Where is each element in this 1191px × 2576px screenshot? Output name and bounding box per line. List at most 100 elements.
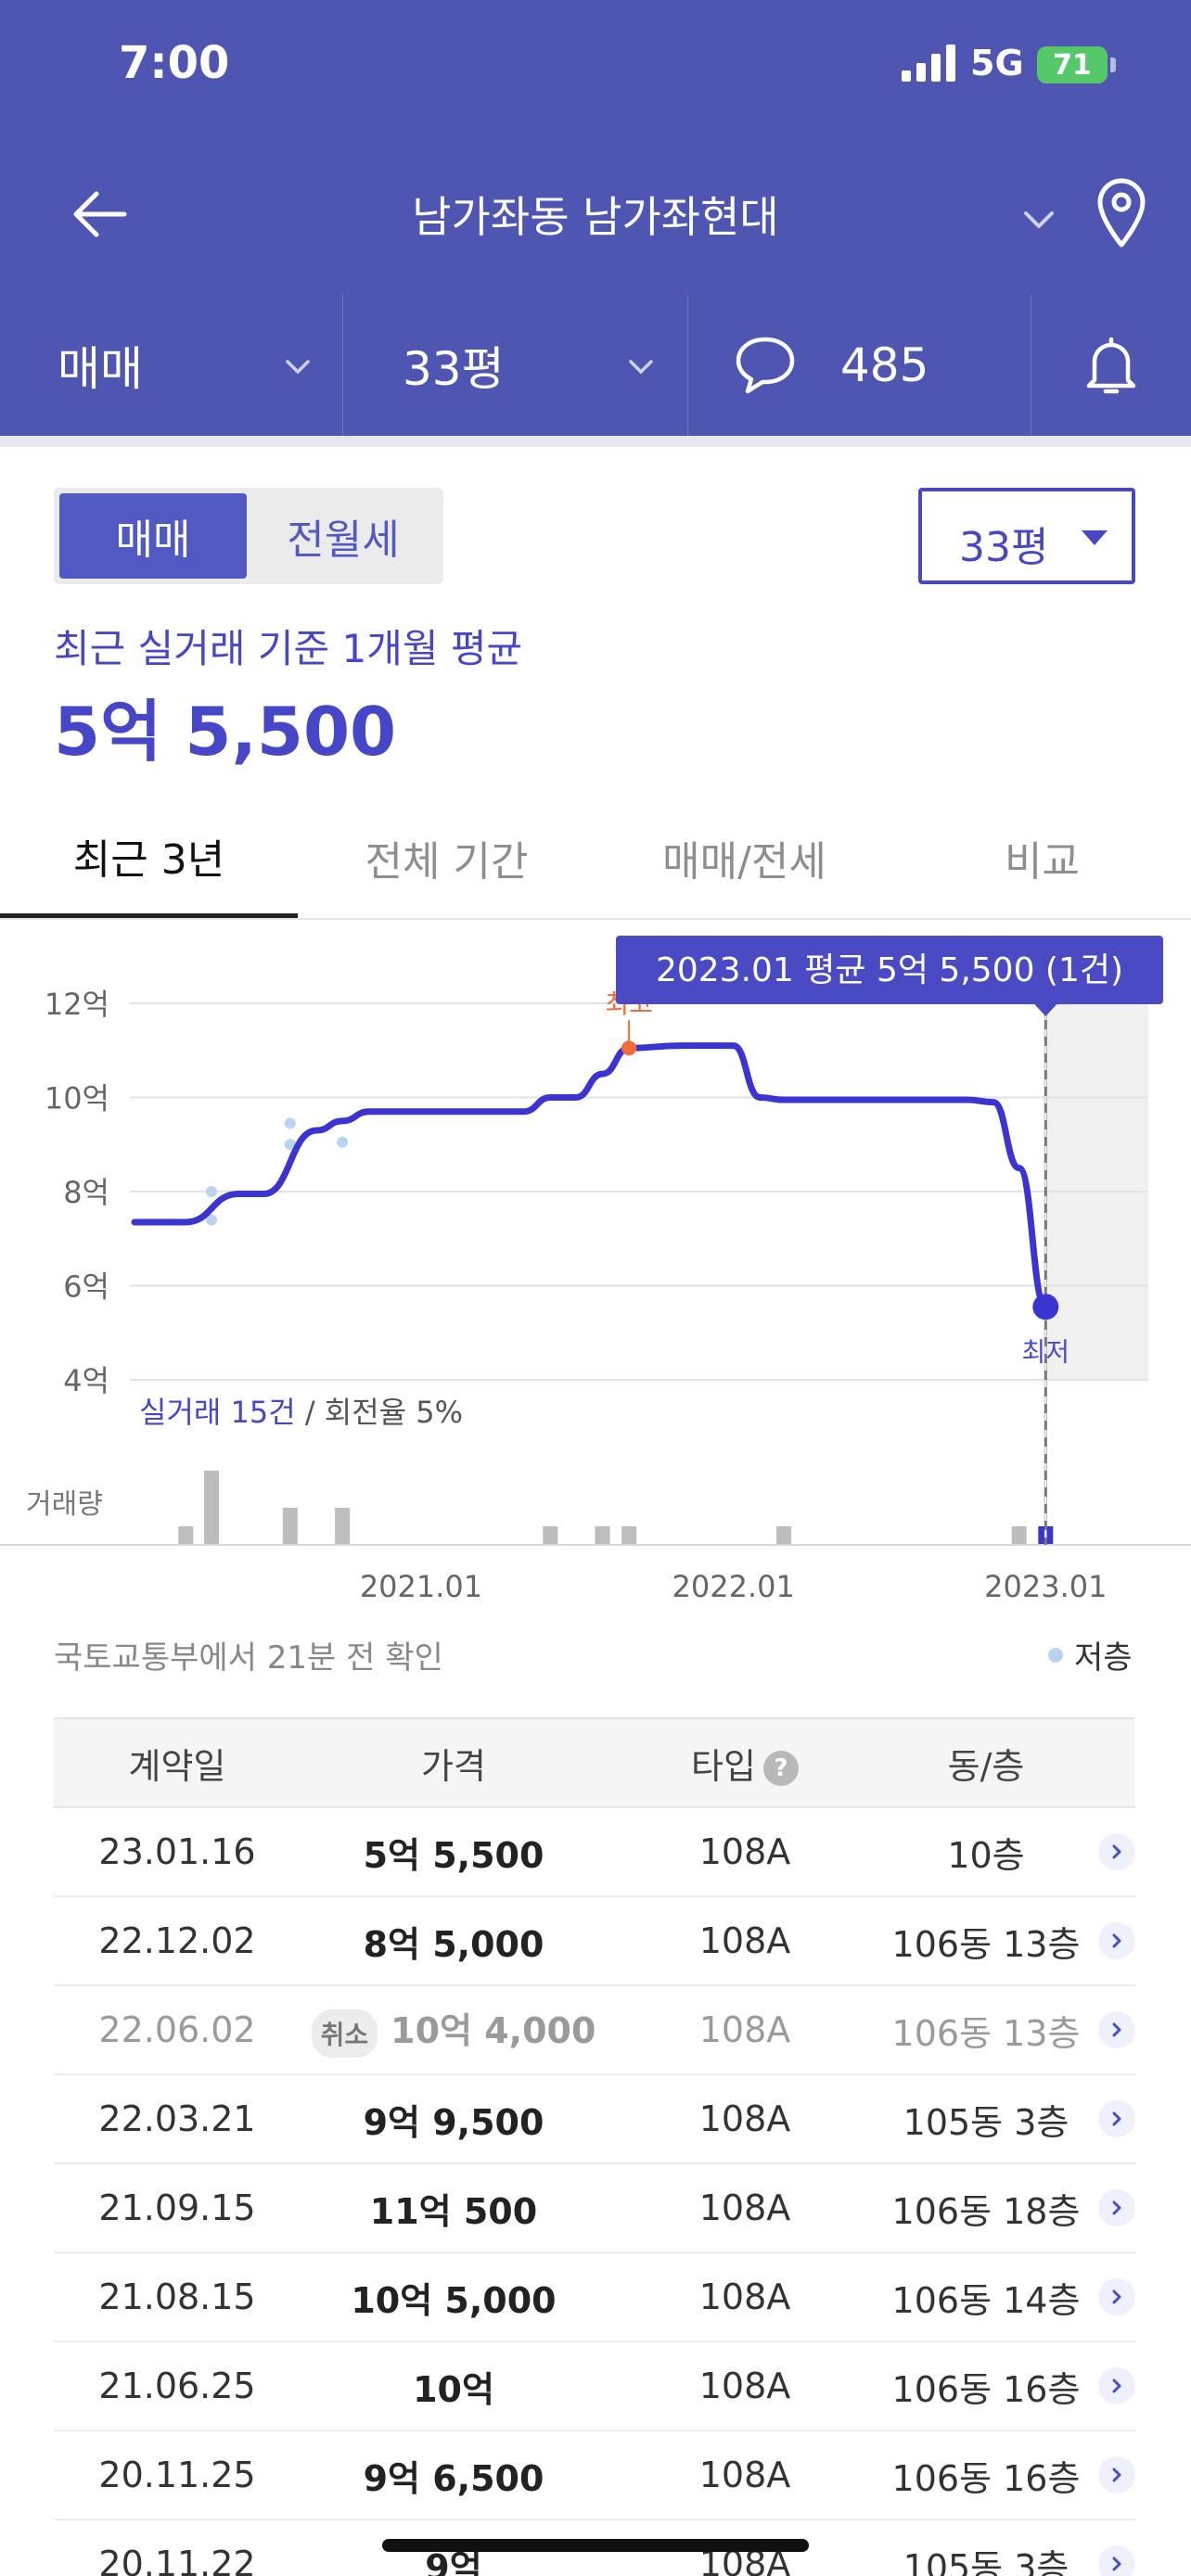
cell-type: 108A	[698, 2098, 791, 2139]
table-row[interactable]: 20.11.22 9억 108A 105동 3층	[54, 2520, 1135, 2576]
cell-type: 108A	[698, 1831, 791, 1872]
volume-bar	[543, 1526, 558, 1545]
max-point	[621, 1040, 637, 1056]
legend-dot	[1048, 1647, 1063, 1663]
price-chart[interactable]: 12억10억8억6억4억최고최저2023.01 평균 5억 5,500 (1건)…	[0, 924, 1191, 1628]
tab-sale-jeonse[interactable]: 매매/전세	[662, 838, 826, 886]
cancel-badge: 취소	[311, 2009, 378, 2058]
transaction-table: 계약일 가격 타입? 동/층 23.01.16 5억 5,500 108A 10층 22…	[54, 1717, 1135, 2576]
chevron-right-icon[interactable]	[1098, 2278, 1135, 2315]
table-row[interactable]: 23.01.16 5억 5,500 108A 10층	[54, 1808, 1135, 1897]
deal-stats: 실거래 15건 / 회전율 5%	[139, 1395, 463, 1430]
signal-icon	[902, 45, 955, 82]
cell-type: 108A	[698, 2009, 791, 2050]
cell-type: 108A	[698, 2366, 791, 2406]
cell-date: 21.06.25	[98, 2366, 256, 2406]
help-icon[interactable]: ?	[762, 1751, 799, 1786]
volume-bar	[178, 1526, 194, 1545]
filter-bar: 매매 33평 485	[0, 295, 1191, 436]
low-floor-point	[284, 1117, 296, 1129]
deal-count: 실거래 15건	[139, 1395, 296, 1430]
header-date: 계약일	[128, 1745, 226, 1787]
cell-date: 22.06.02	[98, 2009, 256, 2050]
cell-type: 108A	[698, 1920, 791, 1961]
header-type: 타입?	[607, 1738, 883, 1789]
chevron-right-icon[interactable]	[1098, 1833, 1135, 1870]
toggle-sale[interactable]: 매매	[59, 493, 247, 579]
status-bar: 7:00 5G 71	[0, 0, 1191, 139]
cell-dong: 105동 3층	[903, 2101, 1069, 2143]
tab-recent-3y[interactable]: 최근 3년	[0, 797, 298, 918]
location-pin-icon[interactable]	[1093, 176, 1150, 249]
turnover-rate: / 회전율 5%	[296, 1395, 463, 1430]
tooltip-box	[616, 936, 1163, 1004]
cell-dong: 105동 3층	[903, 2546, 1069, 2576]
toggle-rent[interactable]: 전월세	[287, 516, 400, 564]
back-arrow-icon[interactable]	[65, 181, 132, 248]
size-select-value: 33평	[959, 524, 1049, 571]
title-bar: 남가좌동 남가좌현대	[0, 139, 1191, 295]
tab-compare[interactable]: 비교	[1005, 838, 1080, 886]
table-row[interactable]: 22.12.02 8억 5,000 108A 106동 13층	[54, 1897, 1135, 1986]
tooltip-text: 2023.01 평균 5억 5,500 (1건)	[656, 951, 1123, 989]
table-row[interactable]: 22.03.21 9억 9,500 108A 105동 3층	[54, 2075, 1135, 2164]
cell-type: 108A	[698, 2276, 791, 2317]
cell-price: 9억 6,500	[301, 2450, 607, 2501]
cell-price-value: 5억 5,500	[363, 1834, 544, 1876]
cell-dong: 106동 16층	[891, 2368, 1081, 2410]
status-time: 7:00	[119, 37, 230, 89]
cell-price: 11억 500	[301, 2183, 607, 2234]
summary-caption: 최근 실거래 기준 1개월 평균	[54, 626, 523, 671]
chevron-right-icon[interactable]	[1098, 1922, 1135, 1959]
chevron-down-icon	[629, 360, 653, 375]
chevron-down-icon[interactable]	[1018, 198, 1059, 239]
table-row[interactable]: 21.06.25 10억 108A 106동 16층	[54, 2342, 1135, 2431]
cell-dong: 106동 18층	[891, 2190, 1081, 2232]
y-tick-label: 4억	[63, 1363, 109, 1398]
cell-price: 5억 5,500	[301, 1827, 607, 1878]
table-row[interactable]: 22.06.02 취소 10억 4,000 108A 106동 13층	[54, 1986, 1135, 2075]
cell-date: 21.09.15	[98, 2187, 256, 2228]
cell-date: 21.08.15	[98, 2276, 256, 2317]
tab-all-period[interactable]: 전체 기간	[365, 838, 529, 886]
min-point	[1032, 1294, 1059, 1320]
cell-price-value: 9억 9,500	[363, 2101, 544, 2143]
low-floor-point	[206, 1186, 218, 1197]
chevron-right-icon[interactable]	[1098, 2189, 1135, 2226]
chevron-right-icon[interactable]	[1098, 2011, 1135, 2048]
table-row[interactable]: 20.11.25 9억 6,500 108A 106동 16층	[54, 2431, 1135, 2520]
cell-price: 10억	[301, 2361, 607, 2412]
bell-icon	[1086, 337, 1136, 394]
cell-dong: 106동 14층	[891, 2279, 1081, 2321]
table-header: 계약일 가격 타입? 동/층	[54, 1717, 1135, 1808]
deal-type-label: 매매	[58, 342, 143, 396]
dropdown-triangle-icon	[1082, 530, 1108, 545]
chevron-right-icon[interactable]	[1098, 2545, 1135, 2576]
cell-price: 10억 5,000	[301, 2272, 607, 2323]
y-tick-label: 8억	[63, 1175, 109, 1210]
summary-price: 5억 5,500	[54, 693, 397, 771]
table-row[interactable]: 21.09.15 11억 500 108A 106동 18층	[54, 2164, 1135, 2253]
chevron-right-icon[interactable]	[1098, 2456, 1135, 2493]
home-indicator	[382, 2539, 809, 2552]
cell-type: 108A	[698, 2455, 791, 2495]
comments-button[interactable]: 485	[688, 295, 1031, 436]
cell-price-value: 10억 4,000	[391, 2010, 596, 2052]
cell-date: 22.03.21	[98, 2098, 256, 2139]
size-select[interactable]: 33평	[918, 488, 1135, 584]
page-title[interactable]: 남가좌동 남가좌현대	[412, 192, 779, 242]
volume-bar	[776, 1526, 792, 1545]
app-header: 7:00 5G 71 남가좌동 남가좌현대 매매 33평	[0, 0, 1191, 436]
chevron-right-icon[interactable]	[1098, 2367, 1135, 2404]
notification-button[interactable]	[1031, 295, 1191, 436]
table-row[interactable]: 21.08.15 10억 5,000 108A 106동 14층	[54, 2253, 1135, 2342]
chevron-right-icon[interactable]	[1098, 2100, 1135, 2137]
battery-icon: 71	[1037, 46, 1108, 83]
size-filter[interactable]: 33평	[343, 295, 688, 436]
deal-type-filter[interactable]: 매매	[0, 295, 343, 436]
header-price: 가격	[421, 1745, 486, 1787]
cell-price-value: 10억	[413, 2368, 494, 2410]
cell-date: 20.11.22	[98, 2544, 256, 2576]
low-floor-point	[206, 1214, 218, 1226]
low-floor-point	[284, 1139, 296, 1151]
